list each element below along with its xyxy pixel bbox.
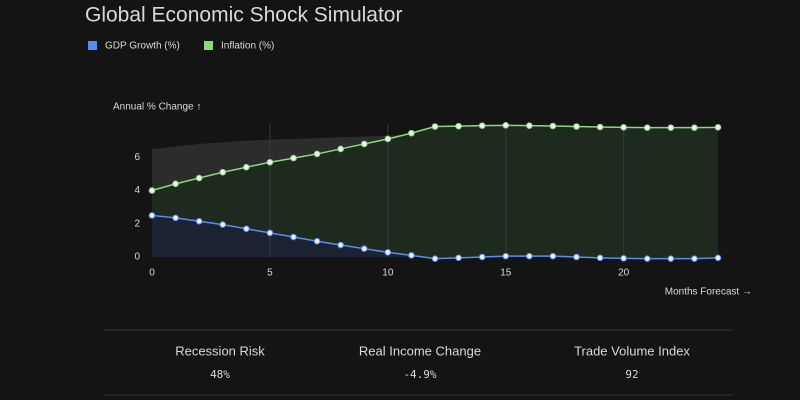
stat-label: Real Income Change [359, 343, 481, 358]
data-point [573, 253, 580, 261]
stat-label: Trade Volume Index [574, 343, 690, 358]
data-point [643, 255, 651, 262]
data-point [360, 140, 368, 148]
data-point [195, 217, 203, 225]
data-point [478, 253, 486, 261]
data-point [148, 187, 156, 194]
y-tick-label: 6 [134, 152, 140, 163]
data-point [502, 122, 510, 129]
data-point [596, 123, 604, 131]
data-point [408, 129, 415, 137]
y-tick-label: 4 [134, 185, 140, 196]
x-tick-label: 10 [382, 268, 394, 279]
x-tick-label: 15 [500, 268, 512, 279]
data-point [502, 252, 510, 260]
data-point [219, 221, 227, 228]
data-point [337, 145, 344, 153]
data-point [172, 180, 179, 188]
data-point [243, 225, 250, 233]
data-point [691, 124, 698, 131]
x-tick-label: 0 [149, 268, 155, 279]
data-point [408, 252, 415, 259]
data-point [431, 123, 439, 130]
data-point [691, 255, 698, 262]
data-point [195, 174, 203, 182]
data-point [526, 252, 533, 260]
data-point [455, 122, 462, 130]
data-point [667, 124, 675, 131]
data-point [620, 124, 627, 131]
data-point [714, 254, 722, 262]
data-point [431, 255, 439, 262]
data-point [478, 122, 486, 129]
x-axis-label: Months Forecast → [665, 287, 752, 298]
data-point [714, 124, 722, 131]
x-tick-label: 20 [618, 268, 630, 279]
series-area [152, 215, 718, 259]
data-point [620, 255, 627, 262]
stat-value: 92 [625, 368, 638, 381]
legend-label: Inflation (%) [221, 41, 274, 52]
data-point [667, 255, 675, 262]
data-point [148, 212, 156, 219]
data-point [573, 123, 580, 130]
data-point [219, 168, 227, 176]
stat-value: -4.9% [403, 368, 436, 381]
stat-value: 48% [210, 368, 230, 381]
legend-swatch [88, 41, 97, 50]
data-point [549, 252, 557, 260]
data-point [266, 229, 274, 237]
legend-label: GDP Growth (%) [105, 41, 180, 52]
data-point [384, 135, 392, 143]
data-point [290, 154, 297, 162]
data-point [243, 163, 250, 171]
stat-label: Recession Risk [175, 343, 265, 358]
y-axis-label: Annual % Change ↑ [113, 102, 201, 113]
data-point [360, 245, 368, 252]
data-point [313, 237, 321, 245]
data-point [643, 124, 651, 131]
chart-title: Global Economic Shock Simulator [85, 4, 402, 27]
data-point [290, 233, 297, 241]
x-tick-label: 5 [267, 268, 273, 279]
data-point [172, 214, 179, 222]
data-point [266, 158, 274, 166]
y-tick-label: 0 [134, 252, 140, 263]
data-point [337, 241, 344, 249]
data-point [384, 249, 392, 256]
data-point [526, 122, 533, 129]
legend-swatch [204, 41, 213, 50]
data-point [549, 122, 557, 130]
data-point [596, 254, 604, 262]
data-point [455, 254, 462, 262]
y-tick-label: 2 [134, 218, 140, 229]
data-point [313, 150, 321, 158]
